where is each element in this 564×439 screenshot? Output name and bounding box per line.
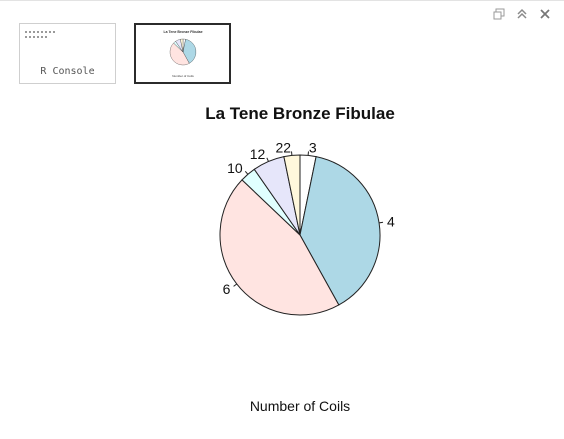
maximize-button[interactable] [515,7,529,21]
label-tick-10 [244,170,249,175]
chart-title: La Tene Bronze Fibulae [205,104,395,123]
slice-4 [299,156,381,306]
thumb-slice-4 [182,39,197,64]
label-tick-12 [266,157,269,162]
slice-label-3: 3 [309,139,317,155]
restore-button[interactable] [492,7,506,21]
thumb-slice-6 [169,42,190,66]
label-tick-6 [233,283,238,287]
console-preview-text [25,31,55,41]
plot-thumbnail-preview: La Tene Bronze Fibulae Number of Coils [163,30,202,78]
label-tick-4 [379,221,384,224]
plot-thumbnail[interactable]: La Tene Bronze Fibulae Number of Coils [134,23,231,84]
plot-history-thumbnails: R Console La Tene Bronze Fibulae Number … [19,23,231,84]
plot-thumbnail-pie [169,38,197,66]
slice-label-22: 22 [276,139,292,155]
console-thumbnail-label: R Console [40,66,95,77]
window-controls [492,7,552,21]
restore-icon [493,8,505,20]
slice-label-10: 10 [227,160,243,176]
close-icon [540,9,550,19]
slice-22 [283,154,301,236]
pie-labels: 3 4 6 10 12 22 [223,139,395,296]
console-thumbnail[interactable]: R Console [19,23,116,84]
close-button[interactable] [538,7,552,21]
plot-thumbnail-title: La Tene Bronze Fibulae [163,30,202,34]
thumb-slice-22 [180,38,184,53]
slice-label-4: 4 [387,214,395,230]
slice-6 [219,179,340,316]
x-axis-label: Number of Coils [250,398,350,414]
pie-slices [219,154,381,316]
plot-thumbnail-xlabel: Number of Coils [172,74,194,78]
slice-label-6: 6 [223,281,231,297]
chevron-up-double-icon [517,8,527,19]
slice-label-12: 12 [250,146,266,162]
